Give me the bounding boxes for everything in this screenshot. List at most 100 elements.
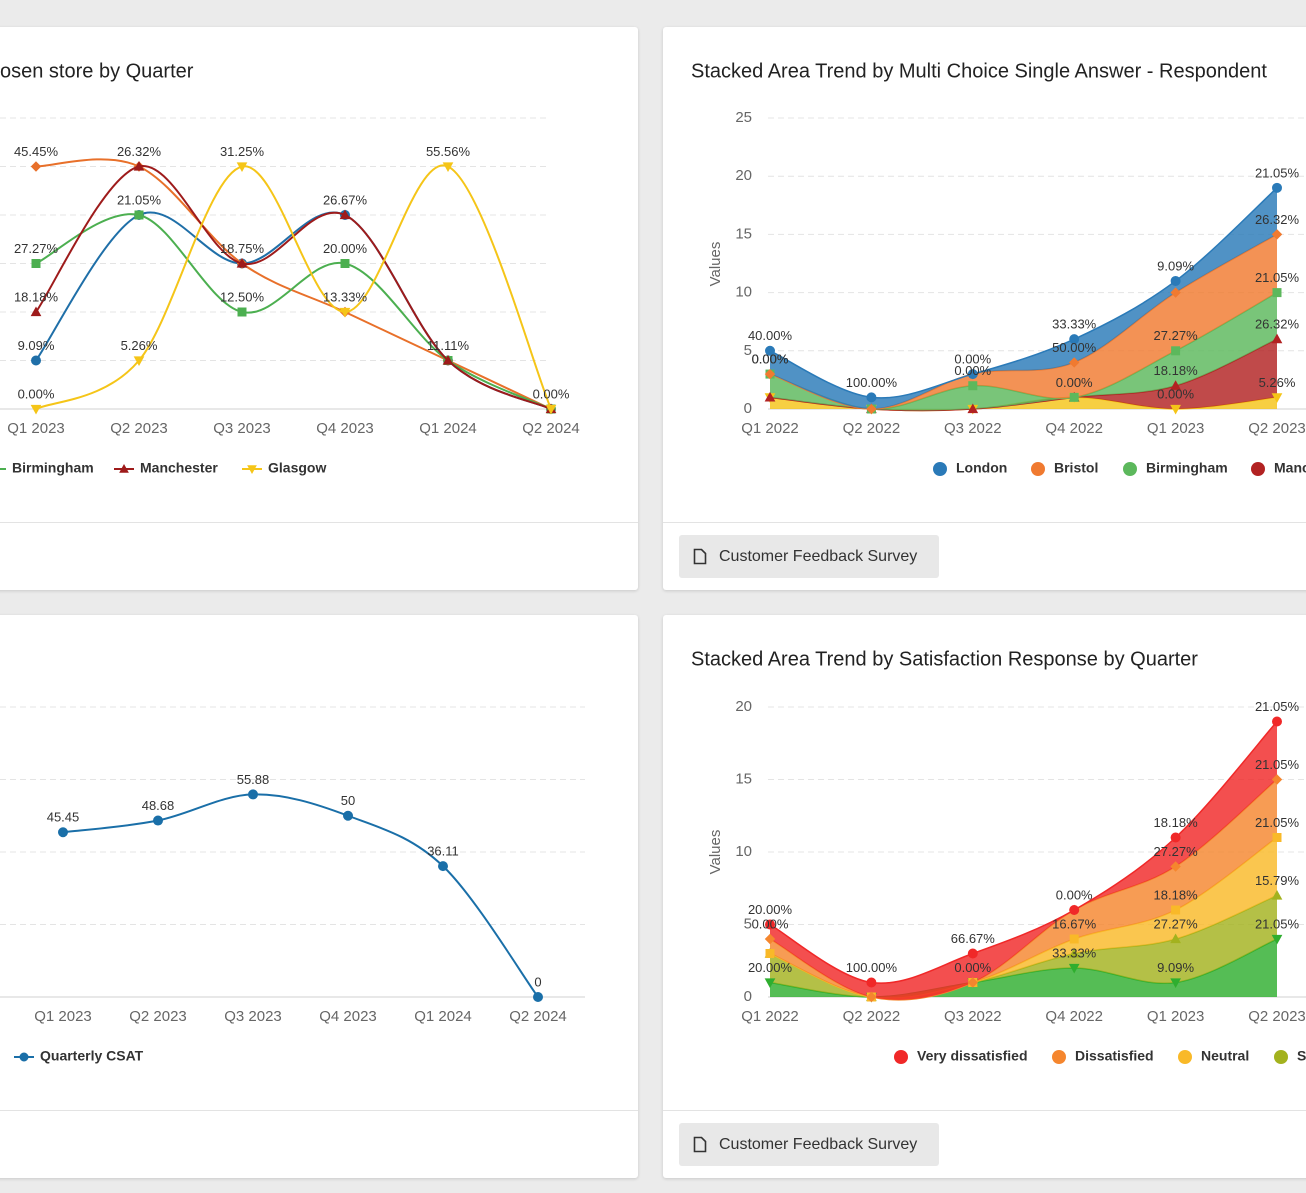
data-label: 9.09% bbox=[18, 338, 55, 353]
point bbox=[968, 381, 978, 391]
data-label: 0.00% bbox=[752, 916, 789, 931]
data-label: 5.26% bbox=[121, 338, 158, 353]
legend-marker bbox=[1178, 1050, 1192, 1064]
document-icon bbox=[693, 548, 707, 565]
y-axis-label: Values bbox=[707, 830, 724, 875]
data-label: 27.27% bbox=[14, 241, 59, 256]
point bbox=[765, 949, 775, 958]
data-label: 26.32% bbox=[1255, 317, 1300, 332]
x-tick-label: Q4 2023 bbox=[316, 420, 374, 437]
legend-label: Glasgow bbox=[268, 460, 326, 476]
data-label: 11.11% bbox=[427, 338, 470, 353]
legend-label: Satisfied bbox=[1297, 1048, 1306, 1064]
point bbox=[967, 948, 978, 959]
point bbox=[1170, 275, 1181, 286]
area bbox=[770, 721, 1277, 1000]
point bbox=[1271, 229, 1283, 240]
area-edge bbox=[769, 721, 1278, 984]
data-label: 36.11 bbox=[427, 844, 459, 859]
data-label: 0.00% bbox=[1157, 386, 1194, 401]
legend-marker bbox=[1123, 462, 1137, 476]
data-label: 0.00% bbox=[752, 352, 789, 367]
point bbox=[1068, 963, 1080, 974]
point bbox=[1170, 287, 1181, 298]
point bbox=[236, 162, 248, 173]
y-axis-label: Values bbox=[707, 242, 724, 287]
point bbox=[30, 161, 42, 172]
data-label: 16.67% bbox=[1052, 916, 1097, 931]
legend-marker bbox=[247, 465, 257, 475]
document-icon bbox=[693, 1136, 707, 1153]
data-label: 40.00% bbox=[748, 328, 793, 343]
data-label: 20.00% bbox=[748, 902, 793, 917]
point bbox=[1068, 357, 1080, 368]
x-tick-label: Q3 2022 bbox=[944, 420, 1002, 437]
legend-marker bbox=[1274, 1050, 1288, 1064]
chart-title: Stacked Area Trend by Satisfaction Respo… bbox=[691, 648, 1198, 670]
point bbox=[58, 827, 68, 838]
data-label: 0.00% bbox=[1056, 887, 1093, 902]
data-label: 18.18% bbox=[14, 289, 59, 304]
x-tick-label: Q2 2024 bbox=[509, 1008, 567, 1025]
data-label: 9.09% bbox=[1157, 258, 1194, 273]
x-tick-label: Q4 2023 bbox=[319, 1008, 377, 1025]
area bbox=[770, 339, 1277, 411]
x-tick-label: Q3 2023 bbox=[213, 420, 271, 437]
x-tick-label: Q1 2023 bbox=[1147, 420, 1205, 437]
point bbox=[442, 354, 454, 365]
point bbox=[1170, 404, 1181, 415]
source-button[interactable]: Customer Feedback Survey bbox=[679, 535, 939, 578]
data-label: 55.56% bbox=[426, 144, 471, 159]
point bbox=[1272, 833, 1282, 842]
data-label: 9.09% bbox=[1157, 960, 1194, 975]
point bbox=[866, 991, 877, 1003]
area-edge bbox=[769, 187, 1278, 399]
x-tick-label: Q2 2024 bbox=[522, 420, 580, 437]
data-label: 18.75% bbox=[220, 241, 265, 256]
data-label: 12.50% bbox=[220, 289, 265, 304]
data-label: 21.05% bbox=[117, 192, 162, 207]
point bbox=[1272, 716, 1282, 727]
x-tick-label: Q2 2022 bbox=[843, 1008, 901, 1025]
legend-label: Bristol bbox=[1054, 460, 1098, 476]
data-label: 66.67% bbox=[951, 931, 996, 946]
data-label: 0.00% bbox=[533, 386, 570, 401]
data-label: 21.05% bbox=[1255, 270, 1300, 285]
point bbox=[967, 369, 978, 380]
point bbox=[248, 789, 258, 800]
chart-title: osen store by Quarter bbox=[0, 60, 194, 82]
legend-label: Quarterly CSAT bbox=[40, 1048, 144, 1064]
y-tick-label: 10 bbox=[735, 284, 752, 301]
legend-label: Neutral bbox=[1201, 1048, 1249, 1064]
point bbox=[866, 977, 877, 988]
point bbox=[1271, 333, 1283, 344]
divider bbox=[0, 522, 638, 523]
data-label: 0.00% bbox=[752, 352, 789, 367]
point bbox=[1069, 934, 1079, 944]
legend-marker bbox=[1251, 462, 1265, 476]
x-tick-label: Q1 2024 bbox=[414, 1008, 472, 1025]
point bbox=[30, 404, 42, 415]
data-label: 0.00% bbox=[954, 960, 991, 975]
legend-marker bbox=[19, 1052, 29, 1062]
chart-title: Stacked Area Trend by Multi Choice Singl… bbox=[691, 60, 1267, 82]
area bbox=[770, 234, 1277, 410]
source-button[interactable]: Customer Feedback Survey bbox=[679, 1123, 939, 1166]
legend-label: Birmingham bbox=[1146, 460, 1228, 476]
legend-label: Manchester bbox=[140, 460, 218, 476]
data-label: 18.18% bbox=[1154, 363, 1199, 378]
y-tick-label: 25 bbox=[735, 109, 752, 126]
point bbox=[1271, 934, 1283, 945]
legend-label: London bbox=[956, 460, 1007, 476]
point bbox=[134, 210, 144, 220]
data-label: 0 bbox=[534, 974, 541, 989]
x-tick-label: Q3 2022 bbox=[944, 1008, 1002, 1025]
line bbox=[62, 793, 539, 998]
legend-marker bbox=[894, 1050, 908, 1064]
legend-label: Manchester bbox=[1274, 460, 1306, 476]
y-tick-label: 5 bbox=[744, 915, 752, 932]
data-label: 0.00% bbox=[954, 363, 991, 378]
point bbox=[438, 861, 448, 872]
y-tick-label: 5 bbox=[744, 342, 752, 359]
